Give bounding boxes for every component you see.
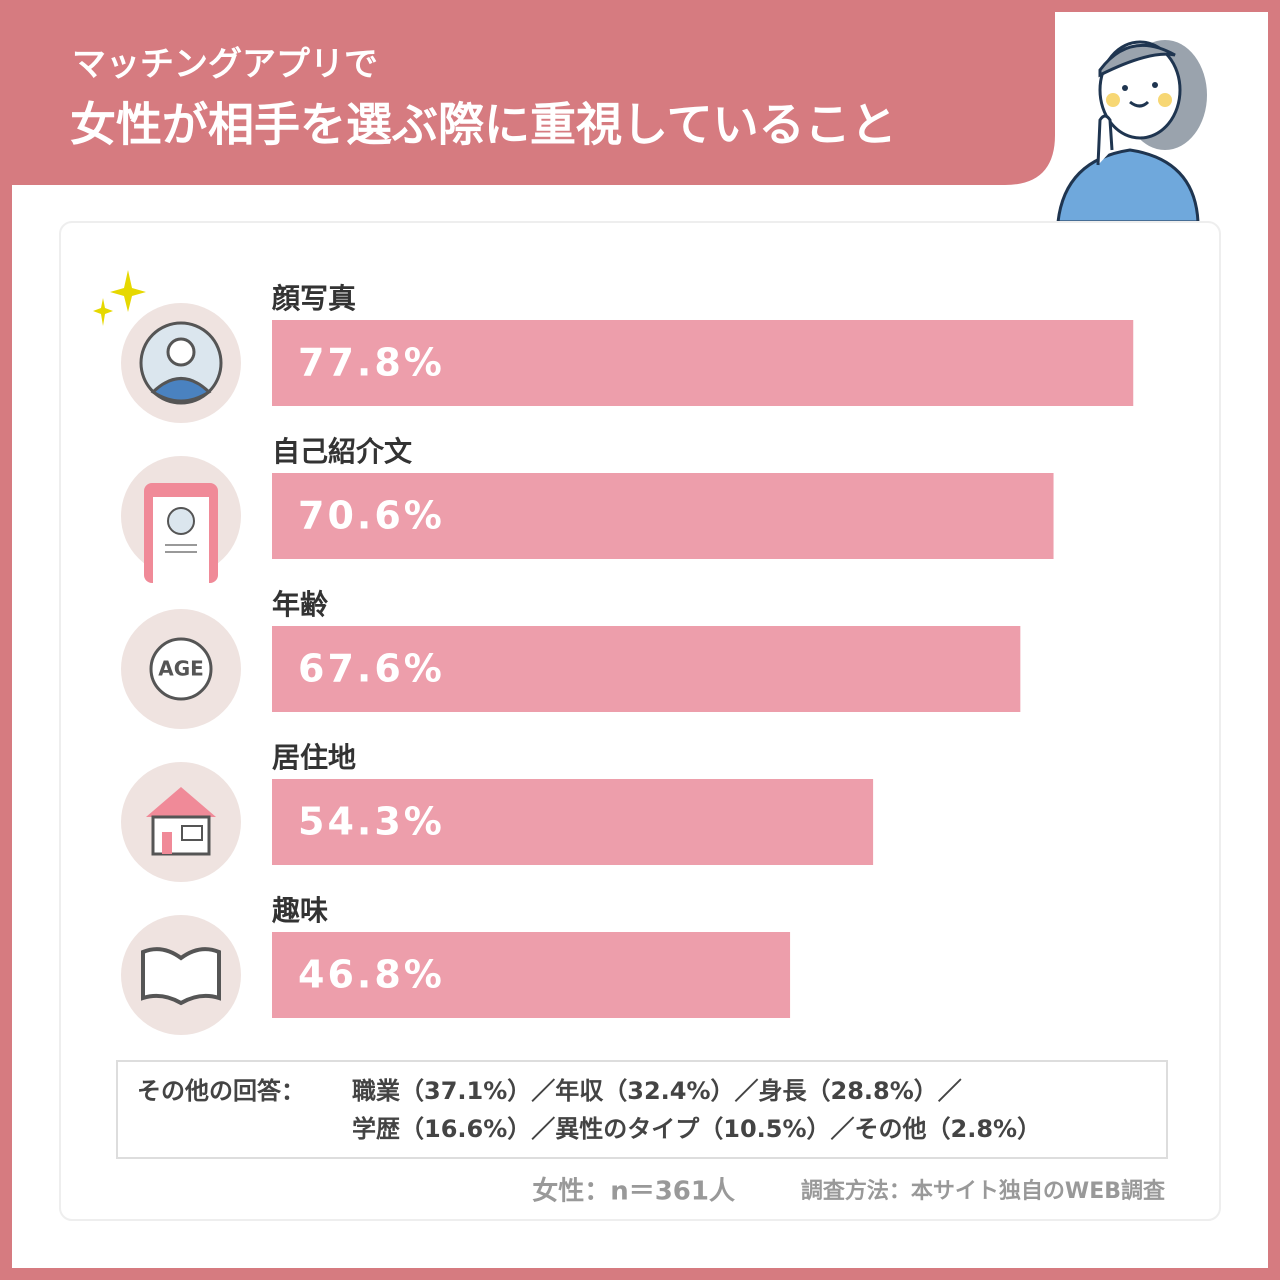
title: 女性が相手を選ぶ際に重視していること xyxy=(70,98,897,152)
header-band xyxy=(12,12,1055,185)
age-icon-text: AGE xyxy=(158,657,204,681)
subtitle: マッチングアプリで xyxy=(72,45,378,85)
bar xyxy=(272,626,1021,712)
bar xyxy=(272,932,791,1018)
sparkles xyxy=(93,270,146,326)
category-label: 自己紹介文 xyxy=(272,435,412,468)
others-line: 学歴（16.6%）／異性のタイプ（10.5%）／その他（2.8%） xyxy=(352,1115,1041,1143)
category-label: 顔写真 xyxy=(272,282,356,315)
value-label: 46.8% xyxy=(298,953,445,997)
category-label: 年齢 xyxy=(272,588,328,621)
bar xyxy=(272,320,1134,406)
bar xyxy=(272,473,1054,559)
sample-size: 女性：n＝361人 xyxy=(532,1176,735,1207)
bar xyxy=(272,779,874,865)
icons xyxy=(121,303,241,1035)
value-label: 67.6% xyxy=(298,647,445,691)
value-label: 77.8% xyxy=(298,341,445,385)
others-box xyxy=(116,1060,1168,1159)
value-label: 54.3% xyxy=(298,800,445,844)
others-line: 職業（37.1%）／年収（32.4%）／身長（28.8%）／ xyxy=(352,1077,962,1105)
value-label: 70.6% xyxy=(298,494,445,538)
category-label: 趣味 xyxy=(272,894,328,927)
others-label: その他の回答： xyxy=(137,1077,305,1105)
survey-method: 調査方法：本サイト独自のWEB調査 xyxy=(801,1178,1166,1204)
person-illustration xyxy=(1056,40,1207,224)
category-label: 居住地 xyxy=(272,741,356,774)
